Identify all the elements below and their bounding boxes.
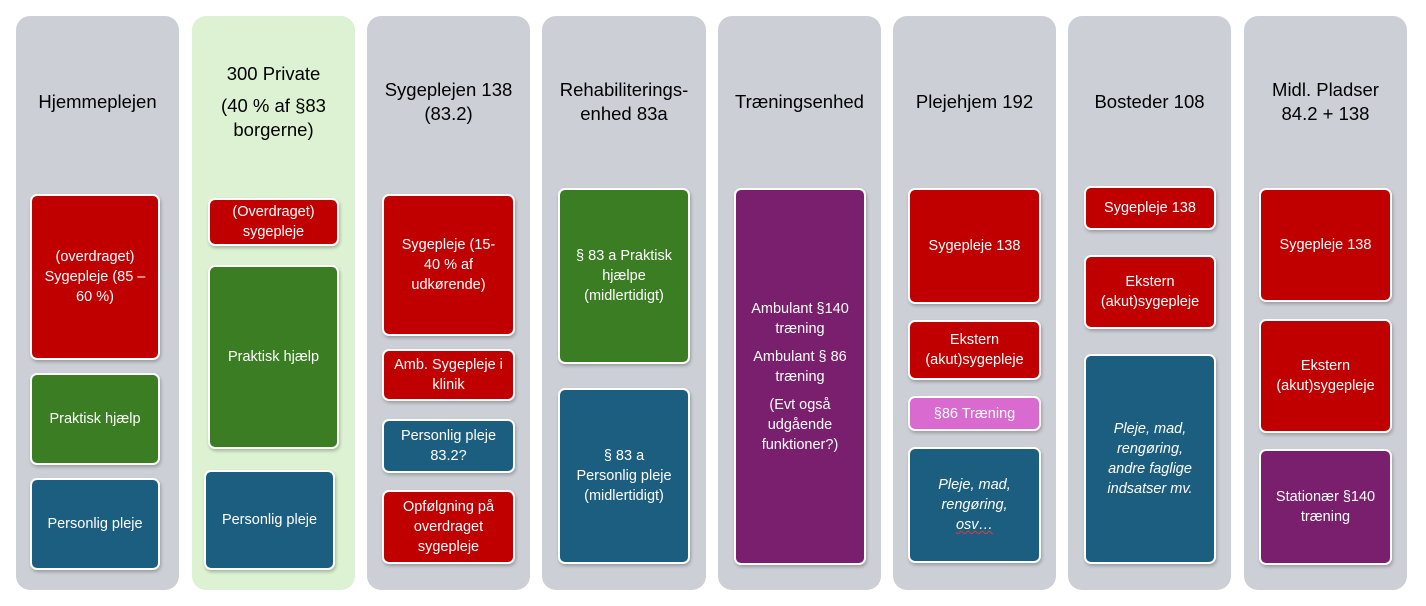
box-83a-praktisk-hjaelp: § 83 a Praktisk hjælpe (midlertidigt) bbox=[558, 188, 690, 364]
box-ekstern-akut-sygepleje: Ekstern (akut)sygepleje bbox=[908, 320, 1041, 380]
box-sygepleje-udkorende: Sygepleje (15- 40 % af udkørende) bbox=[382, 194, 515, 336]
column-rehabiliteringsenhed: Rehabiliterings- enhed 83a § 83 a Prakti… bbox=[542, 16, 706, 590]
column-plejehjem: Plejehjem 192 Sygepleje 138 Ekstern (aku… bbox=[893, 16, 1056, 590]
box-stationaer-140-traening: Stationær §140 træning bbox=[1259, 449, 1392, 565]
column-heading: Plejehjem 192 bbox=[915, 91, 1034, 112]
box-personlig-pleje: Personlig pleje bbox=[30, 478, 160, 570]
column-heading: Rehabiliterings- enhed 83a bbox=[559, 79, 689, 124]
box-opfolgning: Opfølgning på overdraget sygepleje bbox=[382, 490, 515, 564]
box-pleje-mad-rengoring: Pleje, mad, rengøring, osv… bbox=[908, 447, 1041, 563]
box-ambulant-traening: Ambulant §140 træning Ambulant § 86 træn… bbox=[734, 188, 866, 565]
box-praktisk-hjaelp: Praktisk hjælp bbox=[208, 265, 339, 449]
box-praktisk-hjaelp: Praktisk hjælp bbox=[30, 373, 160, 465]
box-pleje-mad-rengoring: Pleje, mad, rengøring, andre faglige ind… bbox=[1084, 354, 1216, 564]
column-sygeplejen: Sygeplejen 138 (83.2) Sygepleje (15- 40 … bbox=[367, 16, 530, 590]
column-hjemmeplejen: Hjemmeplejen (overdraget) Sygepleje (85 … bbox=[16, 16, 179, 590]
box-sygepleje-138: Sygepleje 138 bbox=[908, 188, 1041, 304]
column-heading: Bosteder 108 bbox=[1094, 91, 1205, 112]
column-heading: Træningsenhed bbox=[735, 91, 864, 112]
box-amb-sygepleje-klinik: Amb. Sygepleje i klinik bbox=[382, 349, 515, 401]
box-sygepleje-138: Sygepleje 138 bbox=[1084, 186, 1216, 230]
box-ekstern-akut-sygepleje: Ekstern (akut)sygepleje bbox=[1084, 255, 1216, 329]
box-overdraget-sygepleje: (overdraget) Sygepleje (85 – 60 %) bbox=[30, 194, 160, 360]
box-83a-personlig-pleje: § 83 a Personlig pleje (midlertidigt) bbox=[558, 388, 690, 564]
box-personlig-pleje: Personlig pleje bbox=[204, 470, 335, 570]
column-midl-pladser: Midl. Pladser 84.2 + 138 Sygepleje 138 E… bbox=[1244, 16, 1407, 590]
column-heading: 300 Private (40 % af §83 borgerne) bbox=[221, 63, 326, 140]
box-sygepleje-138: Sygepleje 138 bbox=[1259, 188, 1392, 302]
column-heading: Sygeplejen 138 (83.2) bbox=[384, 79, 513, 124]
column-traeningsenhed: Træningsenhed Ambulant §140 træning Ambu… bbox=[718, 16, 881, 590]
column-private: 300 Private (40 % af §83 borgerne) (Over… bbox=[192, 16, 355, 590]
column-heading: Midl. Pladser 84.2 + 138 bbox=[1272, 79, 1379, 124]
box-overdraget-sygepleje: (Overdraget) sygepleje bbox=[208, 198, 339, 246]
box-ekstern-akut-sygepleje: Ekstern (akut)sygepleje bbox=[1259, 319, 1392, 433]
column-bosteder: Bosteder 108 Sygepleje 138 Ekstern (akut… bbox=[1068, 16, 1231, 590]
box-personlig-pleje: Personlig pleje 83.2? bbox=[382, 419, 515, 473]
box-86-traening: §86 Træning bbox=[908, 396, 1041, 431]
column-heading: Hjemmeplejen bbox=[38, 91, 157, 112]
